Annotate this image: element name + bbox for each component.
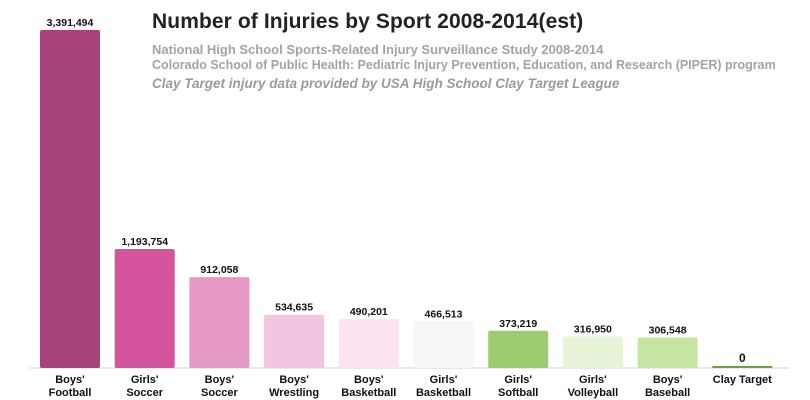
value-label-5: 466,513 xyxy=(425,309,463,321)
category-label-line: Boys' xyxy=(653,374,683,386)
category-label-line: Wrestling xyxy=(269,387,319,399)
category-label-0: Boys' Football xyxy=(49,374,92,399)
bar-3 xyxy=(264,314,325,368)
bar-0 xyxy=(40,30,100,368)
category-label-line: Boys' xyxy=(205,374,235,386)
category-label-line: Volleyball xyxy=(568,387,619,399)
value-label-2: 912,058 xyxy=(200,264,238,276)
chart-subtitle-program: Colorado School of Public Health: Pediat… xyxy=(152,58,776,72)
chart-title: Number of Injuries by Sport 2008-2014(es… xyxy=(152,10,584,33)
category-label-8: Boys' Baseball xyxy=(645,374,690,399)
value-label-8: 306,548 xyxy=(649,324,687,336)
bar-7 xyxy=(562,336,623,368)
bar-5 xyxy=(413,321,474,368)
value-label-7: 316,950 xyxy=(574,323,612,335)
value-label-9: 0 xyxy=(739,351,746,365)
category-label-2: Boys' Soccer xyxy=(201,374,238,399)
bar-2 xyxy=(189,277,250,368)
category-label-line: Boys' xyxy=(354,374,384,386)
category-label-line: Girls' xyxy=(579,374,607,386)
category-label-3: Boys' Wrestling xyxy=(269,374,319,399)
chart-subtitle-study: National High School Sports-Related Inju… xyxy=(152,42,604,57)
value-label-3: 534,635 xyxy=(275,302,313,314)
bar-6 xyxy=(488,330,549,368)
category-label-line: Girls' xyxy=(504,374,532,386)
value-label-4: 490,201 xyxy=(350,306,388,318)
category-label-line: Girls' xyxy=(131,374,159,386)
category-label-line: Basketball xyxy=(341,387,396,399)
category-label-7: Girls' Volleyball xyxy=(568,374,619,399)
category-label-line: Football xyxy=(49,387,92,399)
category-label-line: Girls' xyxy=(430,374,458,386)
category-label-line: Boys' xyxy=(279,374,309,386)
category-label-4: Boys' Basketball xyxy=(341,374,396,399)
category-label-line: Clay Target xyxy=(713,374,772,386)
chart-subtitle-clay-target-source: Clay Target injury data provided by USA … xyxy=(152,76,620,91)
bar-9 xyxy=(712,366,773,368)
bar-4 xyxy=(338,319,399,368)
category-label-9: Clay Target xyxy=(713,374,772,386)
category-label-5: Girls' Basketball xyxy=(416,374,471,399)
category-label-line: Boys' xyxy=(55,374,85,386)
category-label-6: Girls' Softball xyxy=(498,374,538,399)
category-label-1: Girls' Soccer xyxy=(126,374,163,399)
bar-1 xyxy=(114,249,175,368)
value-label-6: 373,219 xyxy=(499,318,537,330)
value-label-0: 3,391,494 xyxy=(47,17,94,29)
category-label-line: Soccer xyxy=(201,387,238,399)
value-label-1: 1,193,754 xyxy=(121,236,168,248)
category-label-line: Baseball xyxy=(645,387,690,399)
bar-8 xyxy=(637,337,698,368)
category-label-line: Soccer xyxy=(126,387,163,399)
category-label-line: Basketball xyxy=(416,387,471,399)
category-label-line: Softball xyxy=(498,387,538,399)
